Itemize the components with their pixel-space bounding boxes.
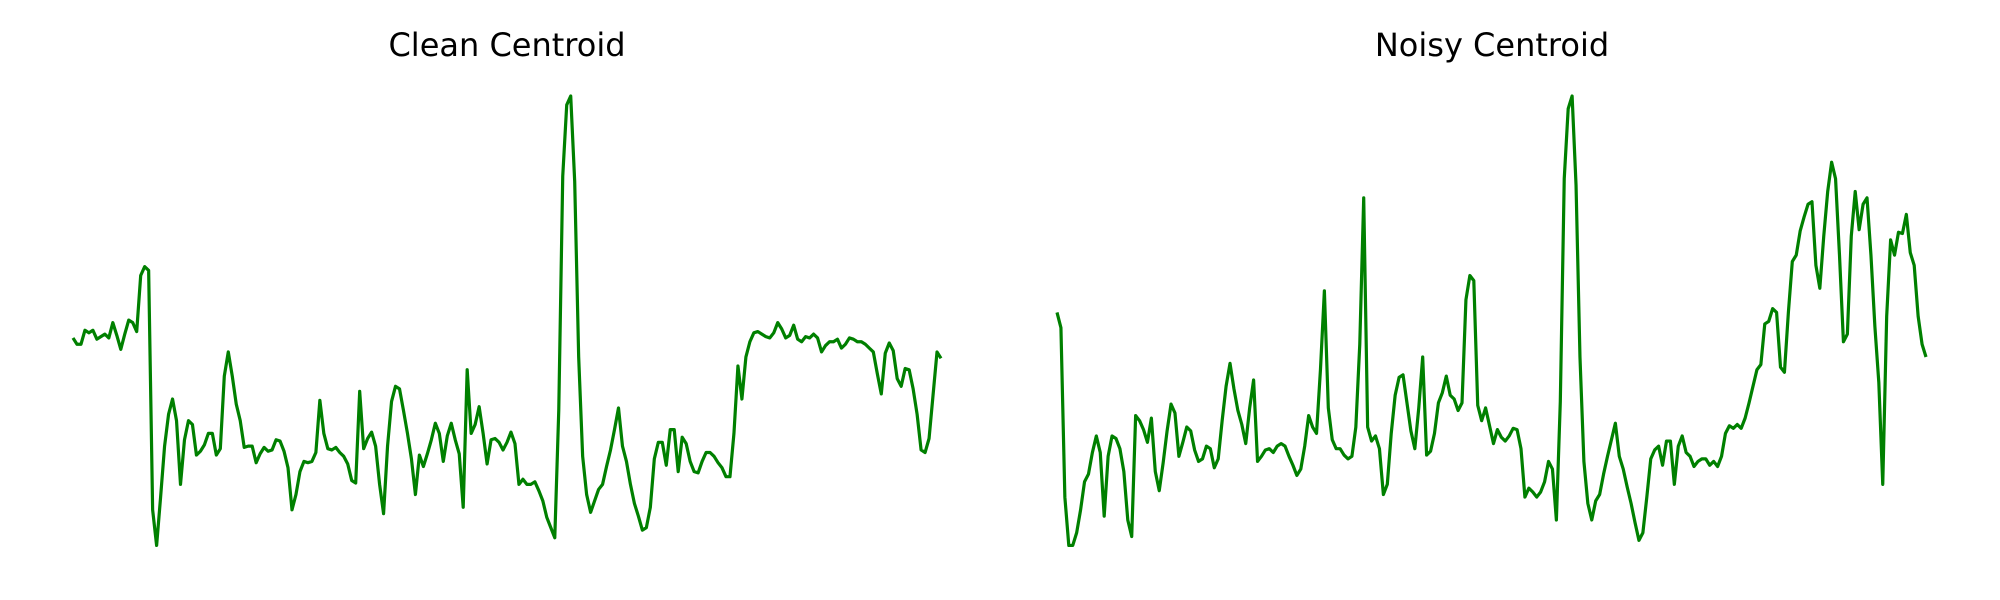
- chart-title: Noisy Centroid: [1375, 26, 1609, 64]
- line-series: [1055, 94, 1928, 548]
- line-series: [71, 94, 943, 548]
- chart-title: Clean Centroid: [388, 26, 625, 64]
